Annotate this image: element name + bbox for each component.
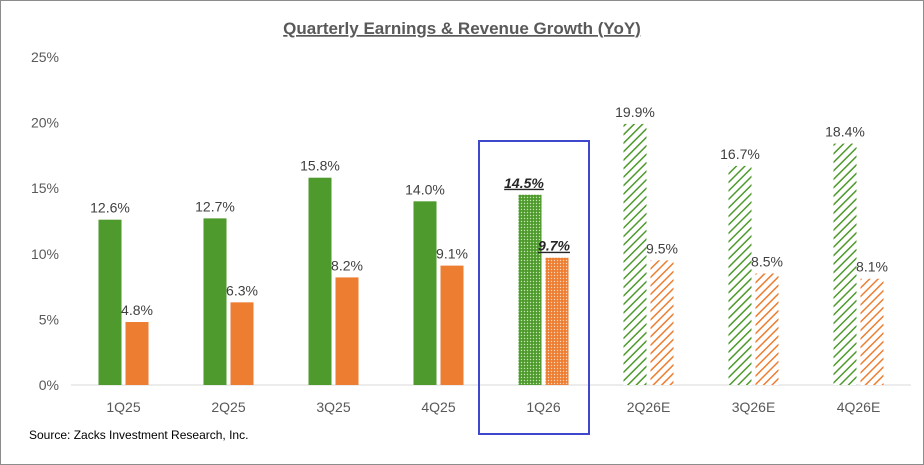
earnings-bar-1q25 bbox=[98, 219, 122, 385]
earnings-label-1q25: 12.6% bbox=[90, 200, 130, 216]
revenue-label-1q25: 4.8% bbox=[121, 302, 153, 318]
revenue-bar-2q25 bbox=[230, 302, 254, 385]
x-tick-label: 1Q26 bbox=[526, 399, 560, 415]
earnings-bar-2q25 bbox=[203, 218, 227, 385]
revenue-label-3q26e: 8.5% bbox=[751, 253, 783, 269]
earnings-label-2q26e: 19.9% bbox=[615, 104, 655, 120]
chart-title: Quarterly Earnings & Revenue Growth (YoY… bbox=[283, 19, 641, 38]
x-tick-label: 2Q25 bbox=[211, 399, 245, 415]
earnings-label-4q25: 14.0% bbox=[405, 181, 445, 197]
x-tick-label: 2Q26E bbox=[627, 399, 671, 415]
earnings-bar-3q26e bbox=[728, 165, 752, 385]
revenue-label-4q26e: 8.1% bbox=[856, 259, 888, 275]
y-tick-label: 0% bbox=[39, 377, 59, 393]
earnings-label-2q25: 12.7% bbox=[195, 198, 235, 214]
x-tick-label: 3Q26E bbox=[732, 399, 776, 415]
revenue-label-3q25: 8.2% bbox=[331, 257, 363, 273]
revenue-bar-3q26e bbox=[755, 273, 779, 385]
y-tick-label: 15% bbox=[31, 180, 59, 196]
y-axis: 0% 5% 10% 15% 20% 25% bbox=[31, 49, 59, 393]
y-tick-label: 20% bbox=[31, 115, 59, 131]
y-tick-label: 10% bbox=[31, 246, 59, 262]
revenue-bar-3q25 bbox=[335, 277, 359, 385]
earnings-label-3q26e: 16.7% bbox=[720, 146, 760, 162]
earnings-bar-1q26 bbox=[518, 194, 542, 385]
earnings-label-4q26e: 18.4% bbox=[825, 124, 865, 140]
revenue-label-2q26e: 9.5% bbox=[646, 240, 678, 256]
revenue-bar-1q25 bbox=[125, 322, 149, 385]
highlight-box-1q26 bbox=[478, 140, 590, 435]
earnings-bar-4q25 bbox=[413, 201, 437, 385]
revenue-bar-1q26 bbox=[545, 257, 569, 385]
x-tick-label: 4Q26E bbox=[837, 399, 881, 415]
x-tick-label: 3Q25 bbox=[316, 399, 350, 415]
data-labels-group: 12.6% 4.8% 12.7% 6.3% 15.8% 8.2% 14.0% 9.1% 14.5… bbox=[90, 104, 888, 318]
y-tick-label: 5% bbox=[39, 311, 59, 327]
earnings-label-3q25: 15.8% bbox=[300, 158, 340, 174]
x-tick-label: 4Q25 bbox=[421, 399, 455, 415]
revenue-bar-4q25 bbox=[440, 265, 464, 385]
bars-group bbox=[98, 123, 884, 386]
x-axis: 1Q25 2Q25 3Q25 4Q25 1Q26 2Q26E 3Q26E 4Q26E bbox=[106, 399, 880, 415]
earnings-bar-4q26e bbox=[833, 143, 857, 385]
earnings-label-1q26: 14.5% bbox=[504, 175, 544, 191]
revenue-label-2q25: 6.3% bbox=[226, 282, 258, 298]
earnings-bar-3q25 bbox=[308, 177, 332, 385]
revenue-label-4q25: 9.1% bbox=[436, 246, 468, 262]
revenue-bar-2q26e bbox=[650, 260, 674, 385]
x-tick-label: 1Q25 bbox=[106, 399, 140, 415]
revenue-label-1q26: 9.7% bbox=[538, 238, 570, 254]
source-note: Source: Zacks Investment Research, Inc. bbox=[29, 428, 248, 442]
earnings-bar-2q26e bbox=[623, 123, 647, 386]
y-tick-label: 25% bbox=[31, 49, 59, 65]
revenue-bar-4q26e bbox=[860, 278, 884, 385]
